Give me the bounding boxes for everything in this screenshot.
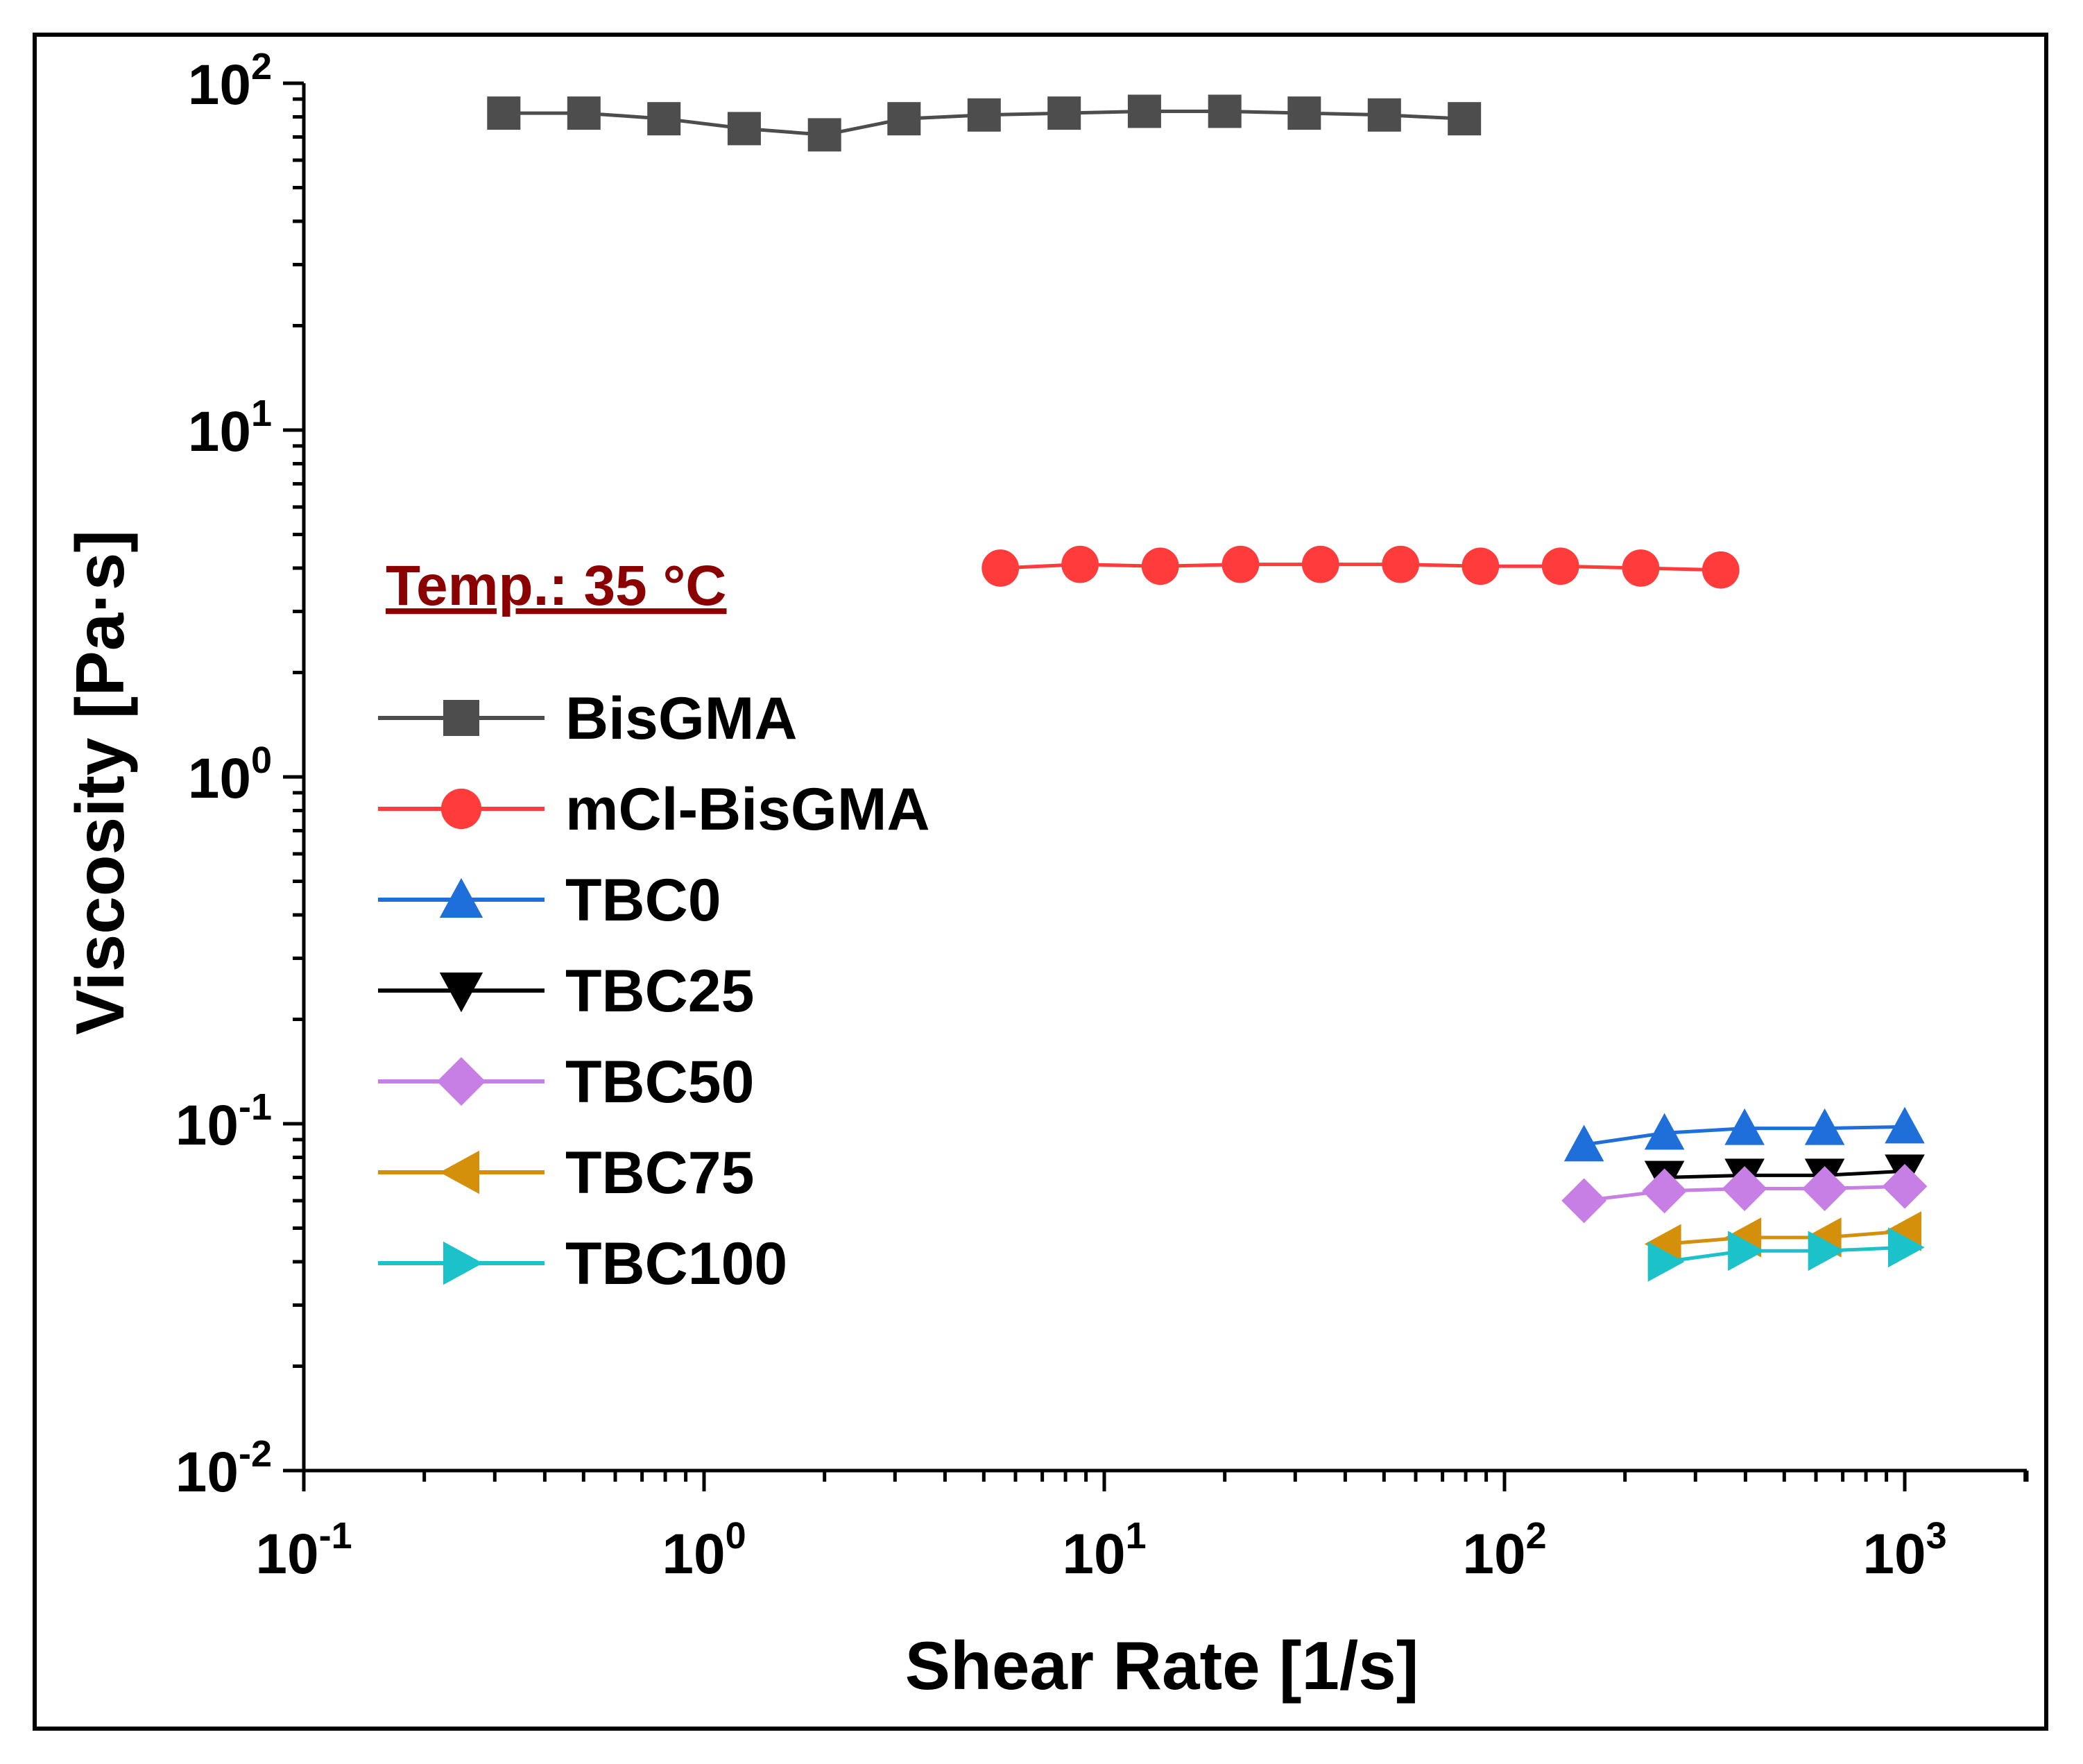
data-point-tbc0 [1804,1108,1845,1145]
data-point-bisgma [1127,94,1161,128]
axes: 10-1 100 101 102 103 10-2 10-1 100 101 102 [175,46,2029,1586]
data-point-tbc50 [1642,1168,1688,1214]
data-point-mcl-bisgma [1622,549,1660,587]
data-point-bisgma [807,118,841,152]
series-line-tbc25 [1664,1169,1905,1179]
data-point-bisgma [967,98,1001,132]
legend-marker-tbc0 [439,877,483,918]
figure-frame [33,33,2048,1731]
series-line-tbc100 [1664,1245,1905,1264]
x-axis-label: Shear Rate [1/s] [905,1627,1419,1704]
data-point-bisgma [567,96,601,130]
data-point-bisgma [1287,96,1321,130]
data-point-tbc100 [1808,1231,1845,1271]
data-point-tbc100 [1888,1227,1925,1268]
data-point-bisgma [727,112,761,146]
legend-item-mcl-bisgma: mCl-BisGMA [378,776,930,843]
data-point-mcl-bisgma [1221,545,1260,583]
data-point-bisgma [1208,94,1242,128]
x-tick-label: 102 [1462,1515,1546,1586]
data-point-mcl-bisgma [982,549,1020,587]
data-point-bisgma [1367,98,1401,132]
legend: BisGMA mCl-BisGMA TBC0 TBC25 TBC50 TBC75 TBC10… [378,685,930,1297]
legend-label-mcl-bisgma: mCl-BisGMA [565,776,930,843]
data-point-tbc0 [1644,1113,1685,1150]
series-line-mcl-bisgma [1000,563,1721,572]
x-tick-label: 101 [1062,1515,1146,1586]
legend-label-tbc75: TBC75 [565,1140,754,1206]
legend-label-bisgma: BisGMA [565,685,797,752]
legend-marker-tbc25 [439,973,483,1013]
legend-item-tbc75: TBC75 [378,1140,754,1206]
legend-marker-tbc75 [439,1150,479,1194]
y-tick-label: 10-2 [175,1433,272,1504]
data-point-mcl-bisgma [1461,547,1500,585]
legend-marker-tbc50 [436,1056,486,1106]
data-point-bisgma [487,96,521,130]
x-tick-label: 103 [1862,1515,1946,1586]
data-point-tbc50 [1802,1166,1848,1211]
legend-label-tbc100: TBC100 [565,1231,787,1297]
data-point-bisgma [887,102,921,136]
data-point-tbc50 [1561,1178,1607,1224]
series-tbc100 [1647,1227,1925,1282]
data-point-mcl-bisgma [1701,551,1740,589]
legend-label-tbc25: TBC25 [565,958,754,1025]
data-point-bisgma [647,102,681,136]
legend-item-bisgma: BisGMA [378,685,797,752]
data-point-tbc50 [1722,1166,1767,1211]
data-point-tbc50 [1882,1163,1928,1209]
legend-marker-bisgma [443,700,479,736]
series-bisgma [487,94,1482,152]
series-tbc50 [1561,1163,1928,1224]
legend-marker-tbc100 [443,1241,483,1285]
x-tick-label: 100 [662,1515,746,1586]
series-layer [487,94,1928,1282]
legend-item-tbc25: TBC25 [378,958,754,1025]
temperature-annotation: Temp.: 35 °C [386,554,726,617]
data-point-tbc0 [1563,1124,1604,1162]
data-point-mcl-bisgma [1141,547,1179,585]
data-point-tbc75 [1644,1224,1681,1265]
legend-item-tbc0: TBC0 [378,867,721,934]
data-point-mcl-bisgma [1541,547,1579,585]
data-point-tbc0 [1724,1108,1765,1145]
legend-label-tbc0: TBC0 [565,867,721,934]
data-point-tbc100 [1647,1242,1685,1282]
series-tbc0 [1563,1106,1925,1162]
legend-item-tbc100: TBC100 [378,1231,787,1297]
data-point-mcl-bisgma [1301,545,1339,583]
y-tick-label: 101 [188,393,272,463]
y-axis-label: Viscosity [Pa·s] [62,530,138,1035]
legend-label-tbc50: TBC50 [565,1049,754,1115]
legend-item-tbc50: TBC50 [378,1049,754,1115]
data-point-bisgma [1448,102,1482,136]
series-mcl-bisgma [982,545,1740,589]
y-tick-label: 102 [188,46,272,117]
series-line-tbc75 [1664,1229,1905,1246]
data-point-mcl-bisgma [1382,545,1420,583]
x-tick-label: 10-1 [255,1515,352,1586]
y-tick-label: 10-1 [175,1086,272,1157]
y-tick-label: 100 [188,739,272,810]
data-point-bisgma [1047,96,1081,130]
data-point-mcl-bisgma [1061,545,1099,583]
data-point-tbc100 [1728,1231,1765,1271]
legend-marker-mcl-bisgma [440,788,482,830]
data-point-tbc0 [1885,1106,1925,1144]
